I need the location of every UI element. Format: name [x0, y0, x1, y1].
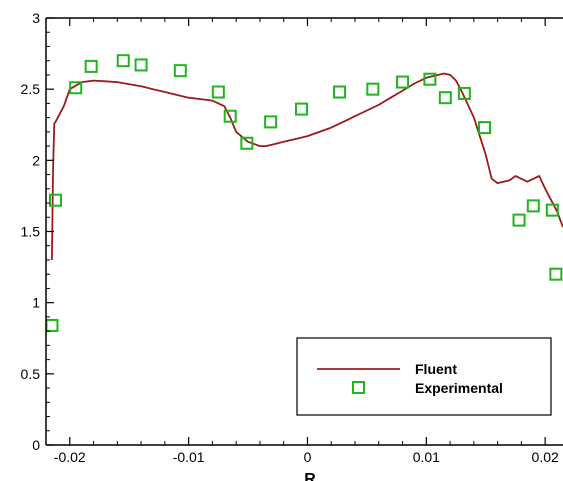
y-tick-label: 3: [32, 10, 40, 26]
ticks: -0.02 -0.01 0 0.01 0.02 0 0.5 1 1.5 2 2.5 3: [21, 10, 559, 465]
experimental-point: [526, 199, 540, 213]
experimental-point: [173, 64, 187, 78]
x-tick-label: 0.01: [413, 449, 440, 465]
legend: Fluent Experimental: [296, 337, 552, 416]
experimental-point: [396, 75, 410, 89]
experimental-point: [545, 203, 559, 217]
experimental-point: [333, 85, 347, 99]
experimental-point: [423, 72, 437, 86]
experimental-point: [478, 121, 492, 135]
legend-box: [296, 337, 552, 416]
x-tick-label: 0.02: [532, 449, 559, 465]
y-tick-label: 1.5: [21, 224, 41, 240]
x-tick-label: -0.02: [54, 449, 86, 465]
data-layer: [46, 54, 563, 332]
y-tick-label: 2.5: [21, 81, 41, 97]
experimental-point: [134, 58, 148, 72]
experimental-point: [549, 267, 563, 281]
experimental-point: [295, 102, 309, 116]
experimental-point: [438, 91, 452, 105]
x-axis-title: R: [304, 471, 316, 481]
experimental-point: [211, 85, 225, 99]
y-tick-label: 0.5: [21, 366, 41, 382]
experimental-point: [264, 115, 278, 129]
y-tick-label: 2: [32, 152, 40, 168]
fluent-line: [51, 72, 563, 261]
legend-experimental-swatch: [352, 381, 365, 394]
experimental-point: [69, 81, 83, 95]
experimental-point: [49, 193, 63, 207]
experimental-point: [116, 54, 130, 68]
x-tick-label: -0.01: [173, 449, 205, 465]
y-tick-label: 0: [32, 437, 40, 453]
experimental-point: [366, 82, 380, 96]
experimental-point: [512, 213, 526, 227]
experimental-point: [223, 109, 237, 123]
experimental-point: [457, 86, 471, 100]
legend-experimental-label: Experimental: [415, 380, 503, 396]
experimental-point: [84, 59, 98, 73]
y-tick-label: 1: [32, 295, 40, 311]
x-tick-label: 0: [304, 449, 312, 465]
legend-fluent-label: Fluent: [415, 361, 457, 377]
experimental-point: [240, 136, 254, 150]
